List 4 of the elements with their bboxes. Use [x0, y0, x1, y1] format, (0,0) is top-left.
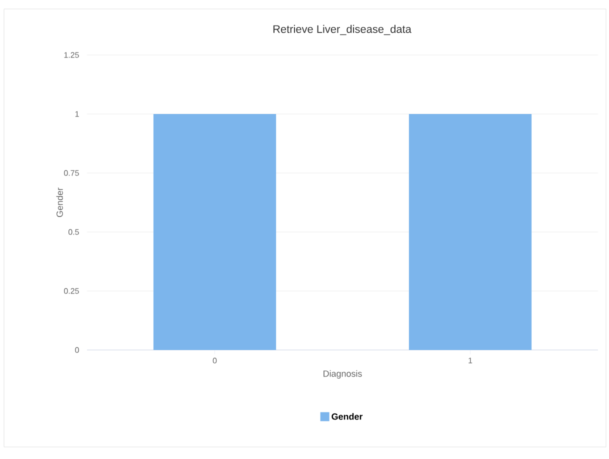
x-axis-title: Diagnosis [324, 370, 362, 379]
chart-title: Retrieve Liver_disease_data [273, 24, 412, 36]
y-axis-title: Gender [56, 188, 63, 217]
legend-label: Gender [332, 413, 363, 420]
